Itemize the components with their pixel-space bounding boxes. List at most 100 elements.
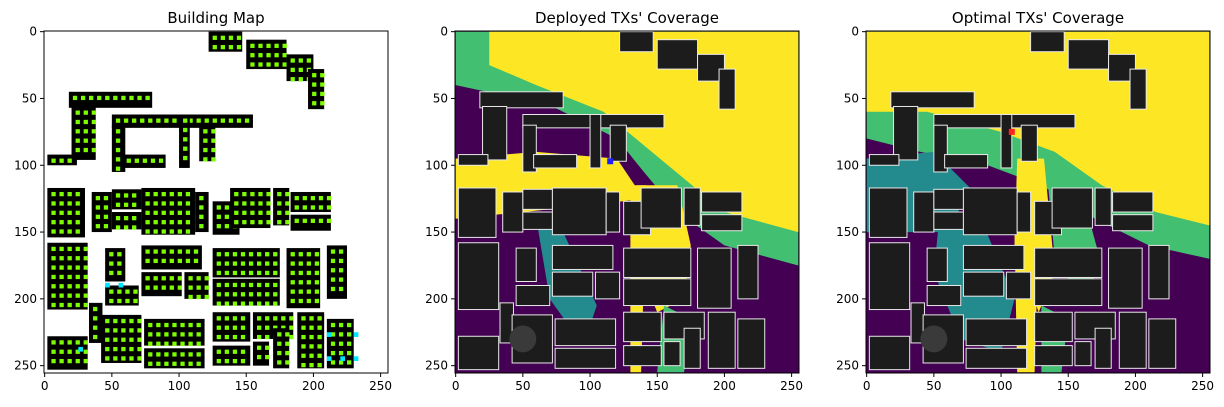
building	[326, 245, 348, 299]
grid-point	[59, 265, 64, 270]
grid-point	[265, 292, 270, 297]
grid-point	[282, 53, 287, 58]
grid-point	[109, 270, 114, 276]
y-tick-label: 50	[844, 91, 859, 105]
grid-point	[240, 252, 246, 257]
y-tick-label: 50	[433, 91, 448, 105]
grid-point	[265, 316, 270, 321]
grid-point	[51, 220, 56, 225]
grid-point	[277, 191, 282, 197]
grid-point	[224, 205, 230, 210]
building-overlay	[1000, 113, 1013, 169]
grid-point	[183, 146, 188, 151]
building	[308, 69, 325, 110]
grid-point	[153, 191, 158, 197]
grid-point	[347, 360, 352, 365]
panel-optimal-coverage: Optimal TXs' Coverage 0 50 100 150 200 250 0 50…	[836, 9, 1214, 393]
grid-point	[125, 289, 130, 294]
building-overlay	[868, 242, 911, 311]
building-overlay	[623, 311, 662, 343]
grid-point	[153, 249, 158, 254]
grid-point	[256, 334, 262, 340]
grid-point	[188, 276, 193, 281]
grid-point	[169, 285, 174, 290]
grid-point	[115, 202, 121, 207]
grid-point	[242, 201, 247, 206]
grid-point	[256, 345, 262, 350]
grid-point	[67, 210, 72, 215]
grid-point	[75, 284, 80, 289]
grid-point	[290, 289, 295, 294]
grid-point	[216, 349, 221, 354]
grid-point	[117, 270, 122, 276]
grid-point	[204, 285, 209, 290]
grid-point	[302, 195, 307, 201]
grid-point	[242, 191, 247, 197]
grid-point	[326, 205, 332, 210]
grid-point	[232, 252, 238, 257]
grid-point	[234, 220, 239, 225]
building-overlay	[965, 318, 1028, 347]
grid-point	[113, 337, 118, 342]
grid-point	[51, 358, 56, 364]
grid-point	[256, 292, 262, 297]
grid-point	[318, 205, 324, 210]
grid-point	[59, 246, 64, 252]
building-overlay	[718, 68, 736, 110]
grid-point	[281, 316, 286, 321]
grid-point	[312, 101, 317, 106]
grid-point	[301, 334, 306, 340]
grid-point	[95, 195, 101, 201]
grid-point	[338, 350, 344, 356]
building-overlay	[551, 244, 614, 270]
grid-point	[83, 246, 88, 252]
building-overlay	[1148, 318, 1177, 369]
building-overlay	[1016, 191, 1032, 233]
building-overlay	[962, 271, 1005, 297]
grid-point	[290, 298, 295, 304]
grid-point	[164, 361, 169, 366]
grid-point	[161, 220, 166, 225]
grid-point	[145, 95, 150, 101]
grid-point	[185, 229, 191, 234]
grid-point	[183, 155, 188, 161]
grid-point	[169, 276, 174, 281]
grid-point	[256, 325, 262, 330]
grid-point	[290, 252, 295, 257]
grid-point	[242, 220, 247, 225]
x-tick-label: 0	[863, 379, 871, 393]
grid-point	[148, 118, 153, 123]
grid-point	[309, 353, 314, 358]
grid-point	[220, 35, 226, 40]
building-overlay	[554, 347, 617, 369]
grid-point	[258, 53, 263, 58]
grid-point	[312, 73, 317, 78]
grid-point	[121, 95, 126, 101]
grid-point	[145, 220, 150, 225]
grid-point	[212, 35, 217, 40]
grid-point	[93, 334, 98, 340]
building	[273, 328, 290, 369]
grid-point	[75, 340, 80, 345]
building-overlay	[893, 105, 919, 161]
panel-title: Deployed TXs' Coverage	[535, 9, 719, 27]
grid-point	[161, 229, 166, 234]
grid-point	[273, 282, 278, 288]
building-overlay	[522, 211, 553, 230]
grid-point	[188, 285, 193, 290]
building-overlay	[1074, 341, 1092, 367]
grid-point	[314, 261, 320, 266]
grid-point	[133, 289, 138, 294]
grid-point	[220, 118, 226, 123]
grid-point	[298, 270, 303, 276]
grid-point	[298, 261, 303, 266]
grid-point	[67, 220, 72, 225]
building-overlay	[623, 278, 692, 307]
grid-point	[129, 356, 134, 361]
grid-point	[91, 110, 97, 115]
grid-point	[59, 340, 64, 345]
building-overlay	[1108, 247, 1143, 309]
grid-point	[338, 268, 344, 273]
grid-point	[290, 77, 295, 82]
grid-point	[185, 191, 191, 197]
